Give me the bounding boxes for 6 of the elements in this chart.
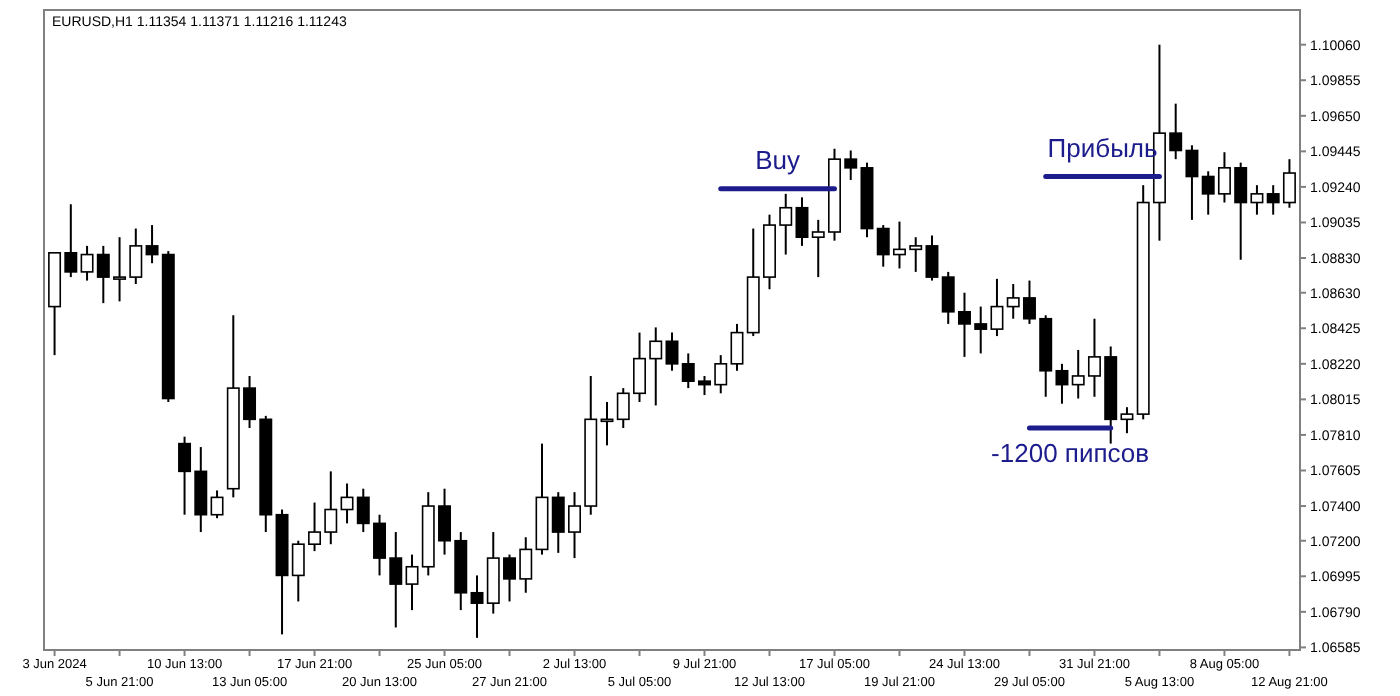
candlestick <box>665 331 679 372</box>
annotation: -1200 пипсов <box>991 437 1150 468</box>
candlestick <box>730 322 744 372</box>
candlestick <box>795 196 809 247</box>
annotation: Buy <box>755 144 802 175</box>
candlestick <box>210 489 224 520</box>
